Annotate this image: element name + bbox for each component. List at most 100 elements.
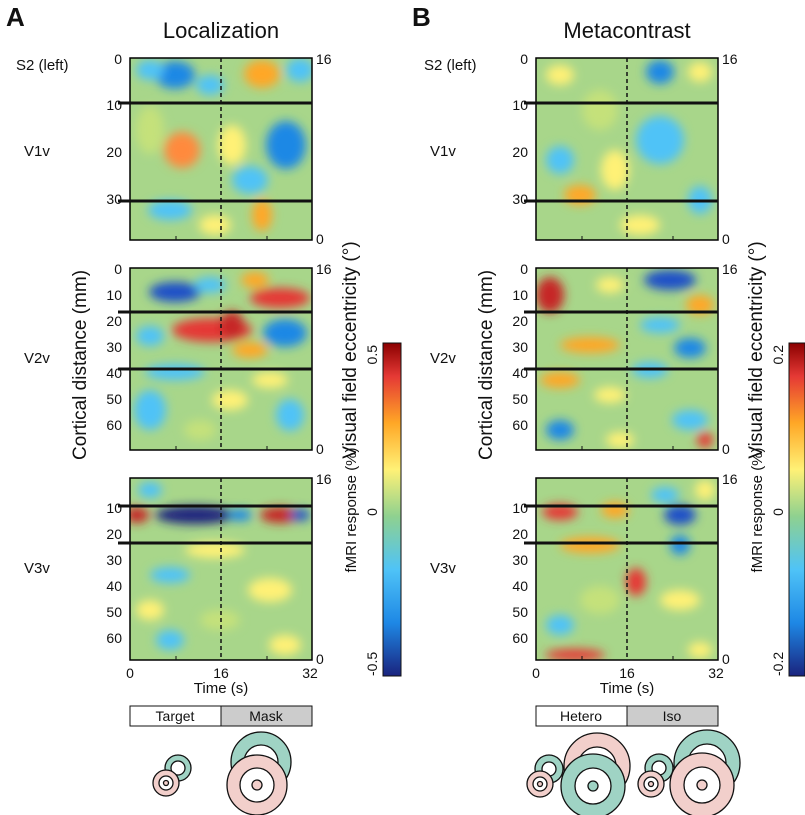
- y-axis-label-b: Cortical distance (mm): [476, 270, 497, 460]
- stimulus-icon-b: [526, 729, 741, 815]
- x-ticks-a: [175, 236, 268, 660]
- tick-label: 10: [512, 97, 528, 113]
- ecc-tick-label: 0: [722, 441, 730, 457]
- tick-label: 40: [106, 365, 122, 381]
- tick-label: 10: [512, 500, 528, 516]
- y-axis-label-a: Cortical distance (mm): [70, 270, 91, 460]
- colorbar-a: 0.5 0 -0.5 fMRI response (%): [343, 342, 402, 677]
- tick-label: 0: [114, 51, 122, 67]
- tick-label: 30: [106, 339, 122, 355]
- y2-axis-label-a: Visual field eccentricity (°): [340, 241, 361, 458]
- stimulus-icon-a: [152, 731, 292, 815]
- y-tick-labels-a-v2v: 0 10 20 30 40 50 60: [106, 261, 122, 433]
- tick-label: 40: [512, 578, 528, 594]
- y-tick-labels-b-v3v: 10 20 30 40 50 60: [512, 500, 528, 646]
- x-axis-label-a: Time (s): [194, 680, 248, 697]
- area-label-v3v: V3v: [430, 560, 456, 577]
- tick-label: 40: [106, 578, 122, 594]
- ecc-tick-label: 16: [722, 261, 738, 277]
- tick-label: 16: [213, 665, 229, 681]
- colorbar-label: fMRI response (%): [343, 447, 360, 572]
- tick-label: 20: [512, 144, 528, 160]
- tick-label: 10: [512, 287, 528, 303]
- heatmap-a-v3v: [130, 478, 312, 660]
- panel-b-title: Metacontrast: [563, 18, 690, 43]
- tick-label: 60: [512, 417, 528, 433]
- y-tick-labels-b-v1v: 0 10 20 30: [512, 51, 528, 207]
- panel-a: A Localization S2 (left): [6, 2, 402, 815]
- ecc-tick-label: 16: [722, 471, 738, 487]
- tick-label: 60: [106, 630, 122, 646]
- ecc-tick-label: 16: [316, 471, 332, 487]
- tick-label: 16: [619, 665, 635, 681]
- tick-label: 60: [512, 630, 528, 646]
- tick-label: 20: [106, 526, 122, 542]
- colorbar-min: -0.5: [364, 652, 380, 676]
- panel-b-letter: B: [412, 2, 431, 32]
- tick-label: 0: [114, 261, 122, 277]
- heatmap-a-v1v: [130, 58, 312, 240]
- condition-label: Hetero: [560, 708, 602, 724]
- colorbar-mid: 0: [770, 508, 786, 516]
- area-label-v2v: V2v: [430, 350, 456, 367]
- condition-label: Iso: [663, 708, 682, 724]
- tick-label: 20: [512, 526, 528, 542]
- condition-bar-b: Hetero Iso: [535, 705, 719, 727]
- panel-a-letter: A: [6, 2, 25, 32]
- colorbar-min: -0.2: [770, 652, 786, 676]
- area-boundaries-a: [118, 101, 312, 545]
- y-tick-labels-b-v2v: 0 10 20 30 40 50 60: [512, 261, 528, 433]
- area-label-v3v: V3v: [24, 560, 50, 577]
- y-tick-labels-a-v1v: 0 10 20 30: [106, 51, 122, 207]
- tick-label: 20: [512, 313, 528, 329]
- ecc-tick-label: 0: [722, 231, 730, 247]
- tick-label: 0: [532, 665, 540, 681]
- area-label-v1v: V1v: [430, 143, 456, 160]
- ecc-tick-label: 0: [316, 441, 324, 457]
- colorbar-label: fMRI response (%): [749, 447, 766, 572]
- tick-label: 20: [106, 144, 122, 160]
- ecc-tick-label: 16: [722, 51, 738, 67]
- colorbar-max: 0.5: [364, 345, 380, 365]
- colorbar-b: 0.2 0 -0.2 fMRI response (%): [749, 342, 805, 677]
- tick-label: 50: [512, 604, 528, 620]
- tick-label: 32: [302, 665, 318, 681]
- area-label-v2v: V2v: [24, 350, 50, 367]
- condition-bar-a: Target Mask: [129, 705, 313, 727]
- colorbar-max: 0.2: [770, 345, 786, 365]
- tick-label: 0: [520, 261, 528, 277]
- x-tick-labels-b: 0 16 32: [532, 665, 724, 681]
- condition-label: Target: [156, 708, 195, 724]
- panel-a-title: Localization: [163, 18, 279, 43]
- ecc-labels-b: 16 0 16 0 16 0: [722, 51, 738, 667]
- tick-label: 20: [106, 313, 122, 329]
- tick-label: 50: [512, 391, 528, 407]
- tick-label: 10: [106, 97, 122, 113]
- panel-b-hemisphere-label: S2 (left): [424, 57, 477, 74]
- x-ticks-b: [581, 236, 674, 660]
- area-labels-b: V1v V2v V3v: [430, 143, 456, 577]
- area-labels-a: V1v V2v V3v: [24, 143, 50, 577]
- tick-label: 10: [106, 500, 122, 516]
- tick-label: 30: [106, 191, 122, 207]
- x-axis-label-b: Time (s): [600, 680, 654, 697]
- ecc-tick-label: 0: [722, 651, 730, 667]
- tick-label: 30: [512, 339, 528, 355]
- tick-label: 0: [126, 665, 134, 681]
- tick-label: 0: [520, 51, 528, 67]
- ecc-tick-label: 0: [316, 231, 324, 247]
- x-tick-labels-a: 0 16 32: [126, 665, 318, 681]
- ecc-labels-a: 16 0 16 0 16 0: [316, 51, 332, 667]
- ecc-tick-label: 16: [316, 261, 332, 277]
- tick-label: 50: [106, 391, 122, 407]
- condition-label: Mask: [249, 708, 283, 724]
- tick-label: 30: [512, 552, 528, 568]
- tick-label: 10: [106, 287, 122, 303]
- tick-label: 32: [708, 665, 724, 681]
- area-boundaries-b: [524, 101, 718, 545]
- panel-b: B Metacontrast S2 (left): [412, 2, 805, 815]
- y-tick-labels-a-v3v: 10 20 30 40 50 60: [106, 500, 122, 646]
- tick-label: 30: [106, 552, 122, 568]
- colorbar-mid: 0: [364, 508, 380, 516]
